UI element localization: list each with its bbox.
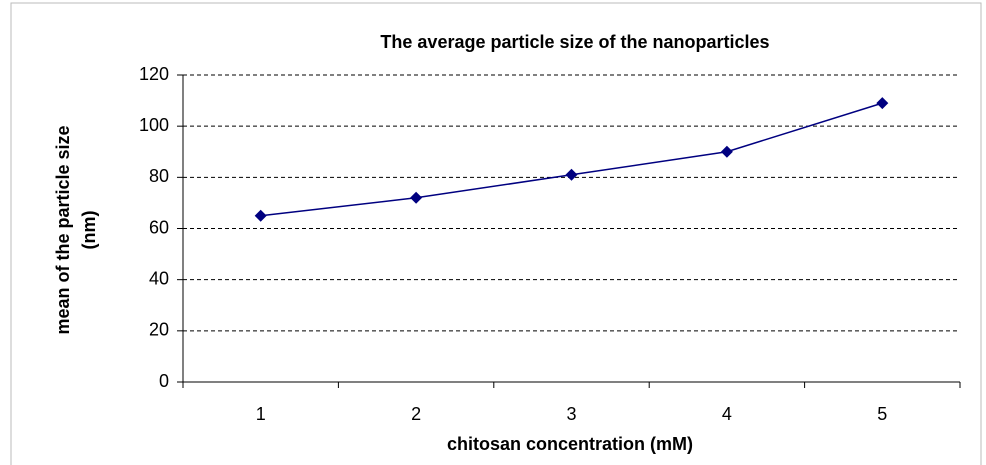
x-tick-label: 3	[566, 404, 576, 424]
y-axis-label: (nm)	[79, 211, 99, 250]
y-tick-label: 80	[149, 166, 169, 186]
x-tick-label: 2	[411, 404, 421, 424]
marker	[720, 145, 733, 158]
series-line	[260, 102, 883, 217]
marker	[254, 209, 267, 222]
marker	[410, 191, 423, 204]
marker	[876, 97, 889, 110]
x-tick-label: 5	[877, 404, 887, 424]
y-tick-label: 60	[149, 217, 169, 237]
chart-border	[10, 2, 982, 465]
marker	[565, 168, 578, 181]
y-tick-label: 120	[139, 64, 169, 84]
x-axis-label: chitosan concentration (mM)	[447, 434, 693, 454]
x-tick-label: 4	[722, 404, 732, 424]
y-axis-label: mean of the particle size	[53, 125, 73, 334]
y-tick-label: 0	[159, 371, 169, 391]
x-tick-label: 1	[256, 404, 266, 424]
chart-title: The average particle size of the nanopar…	[380, 32, 769, 52]
y-tick-label: 20	[149, 320, 169, 340]
y-tick-label: 40	[149, 268, 169, 288]
y-tick-label: 100	[139, 115, 169, 135]
